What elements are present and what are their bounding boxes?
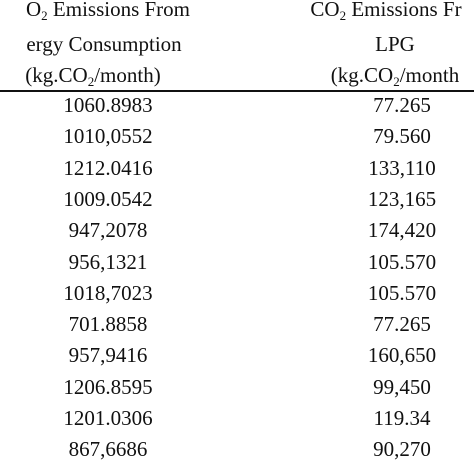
lpg-emission-cell: 79.560 [373, 124, 431, 149]
lpg-emission-cell: 105.570 [367, 280, 437, 305]
header-lpg-line1: CO2 Emissions Fr [310, 0, 462, 23]
lpg-emission-cell: 77.265 [373, 93, 431, 117]
header-energy-line3: (kg.CO2/month) [25, 63, 161, 89]
energy-emission-cell: 1010,0552 [63, 124, 153, 149]
header-energy-line2: ergy Consumption [26, 32, 182, 56]
energy-emission-cell: 1009.0542 [63, 186, 153, 211]
lpg-emission-cell: 133,110 [368, 155, 436, 180]
energy-emission-cell: 957,9416 [68, 343, 148, 368]
energy-emission-cell: 1206.8595 [63, 374, 153, 399]
lpg-emission-cell: 174,420 [367, 218, 437, 243]
header-lpg-line2: LPG [375, 32, 415, 56]
lpg-emission-cell: 119.34 [373, 406, 431, 430]
lpg-emission-cell: 90,270 [373, 437, 431, 462]
energy-emission-cell: 867,6686 [68, 437, 148, 462]
lpg-emission-cell: 77.265 [373, 312, 431, 337]
energy-emission-cell: 947,2078 [68, 218, 148, 243]
header-rule [0, 90, 474, 92]
energy-emission-cell: 1212.0416 [63, 155, 153, 180]
lpg-emission-cell: 123,165 [367, 186, 437, 211]
energy-emission-cell: 701.8858 [68, 312, 148, 337]
header-energy-line1: O2 Emissions From [25, 0, 191, 23]
energy-emission-cell: 1018,7023 [63, 280, 153, 305]
lpg-emission-cell: 160,650 [367, 343, 437, 368]
lpg-emission-cell: 105.570 [367, 249, 437, 274]
energy-emission-cell: 1201.0306 [63, 406, 153, 430]
energy-emission-cell: 956,1321 [68, 249, 148, 274]
lpg-emission-cell: 99,450 [373, 374, 431, 399]
header-lpg-line3: (kg.CO2/month [330, 63, 460, 89]
energy-emission-cell: 1060.8983 [63, 93, 153, 117]
